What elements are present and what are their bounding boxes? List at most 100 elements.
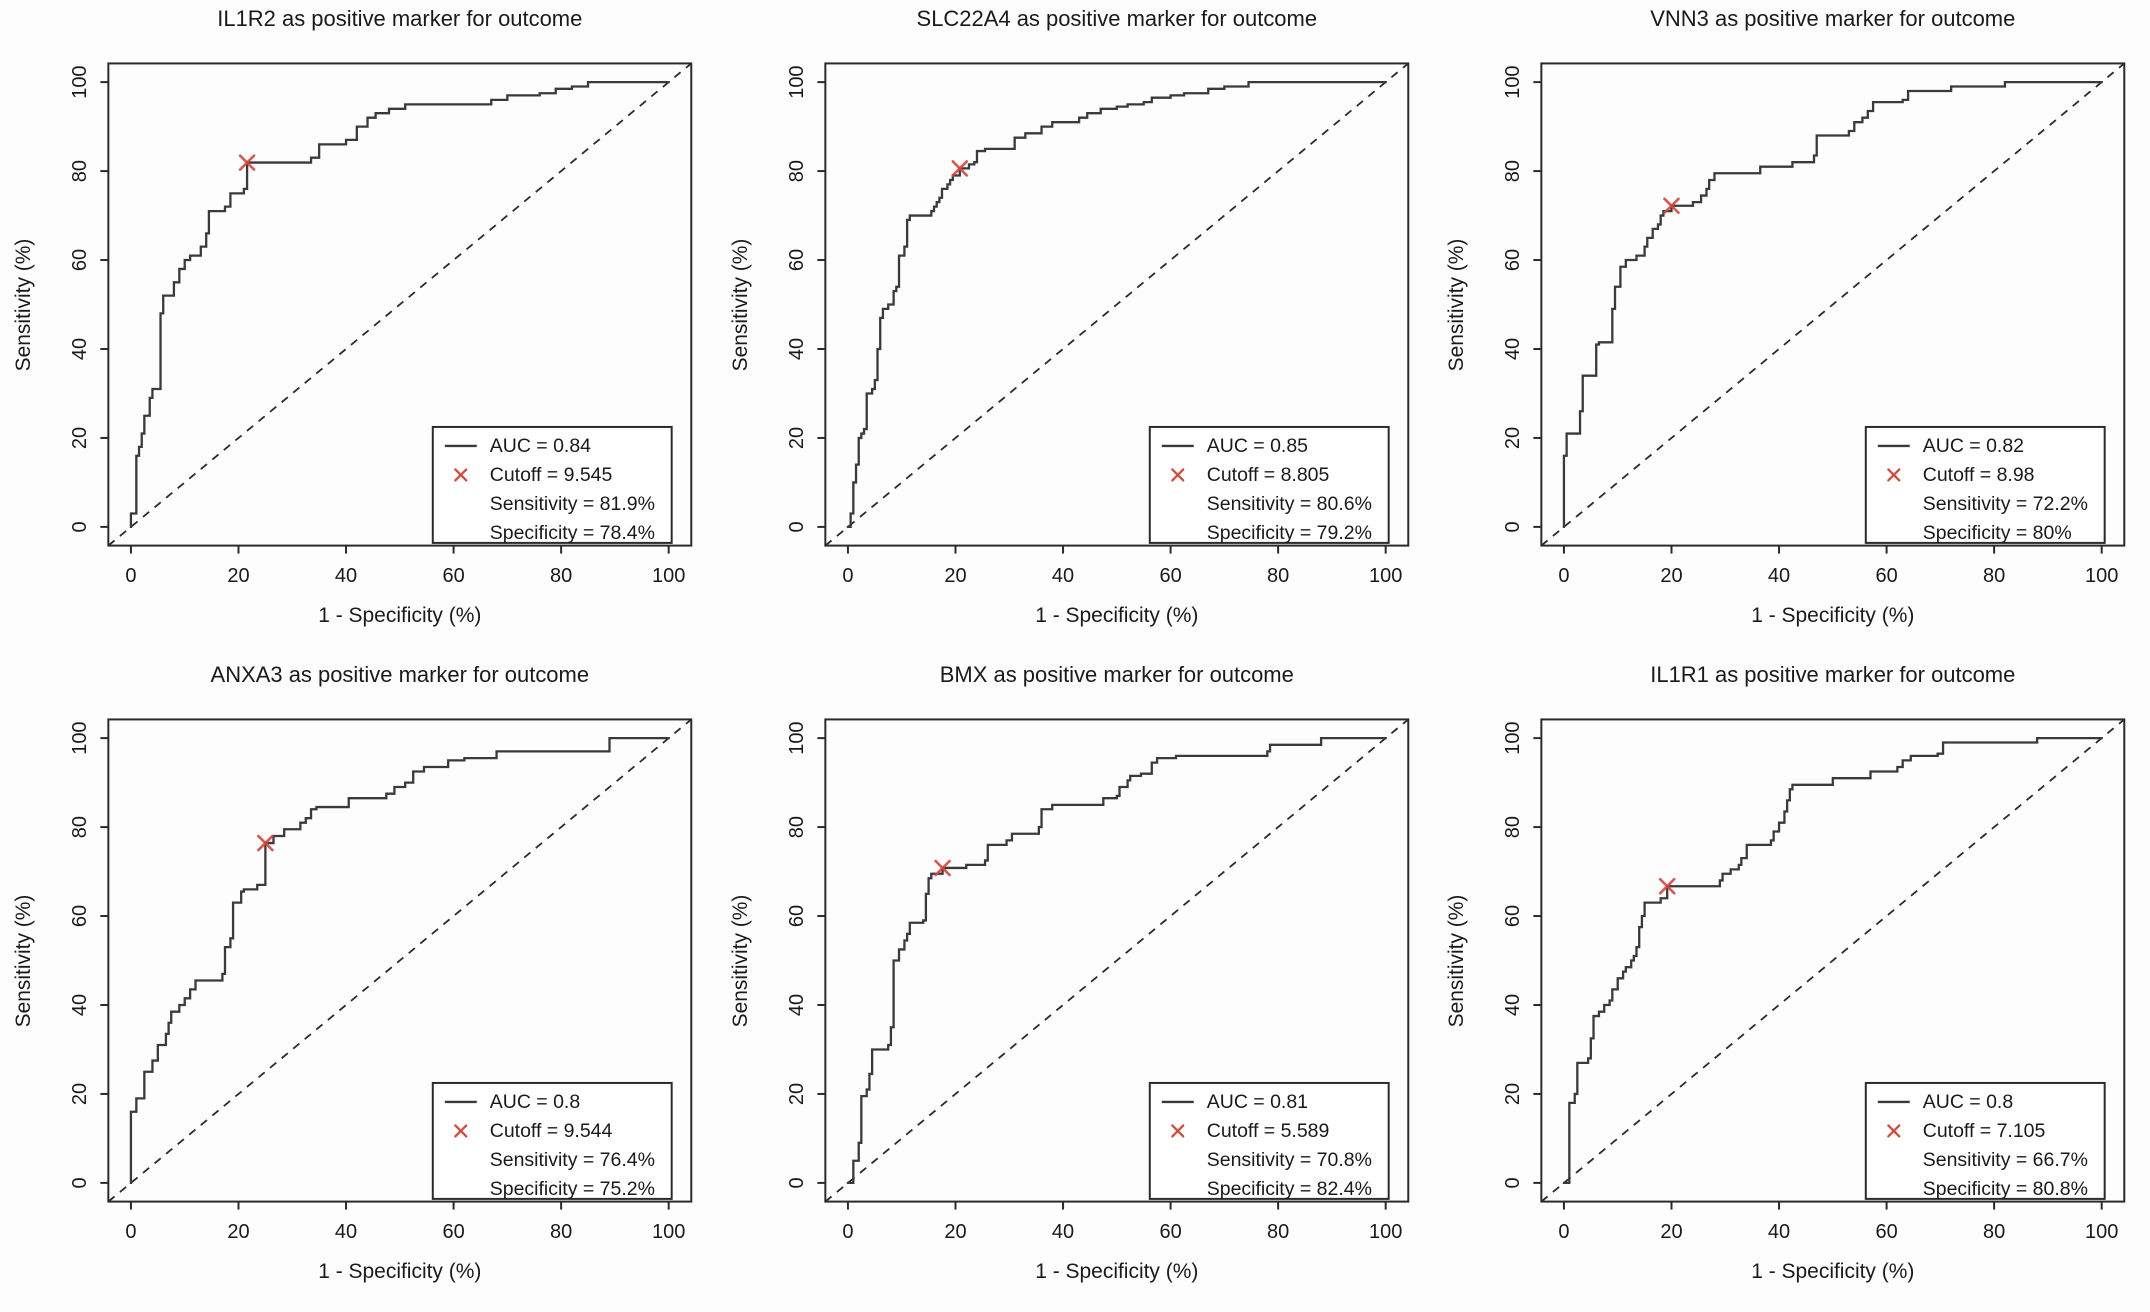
x-tick-label: 40 [1052, 565, 1074, 587]
legend-text-line: Specificity = 75.2% [490, 1178, 655, 1200]
y-tick-label: 60 [69, 905, 91, 927]
y-tick-label: 0 [1502, 1177, 1524, 1188]
legend-text-line: Specificity = 82.4% [1206, 1178, 1371, 1200]
legend-text-line: Specificity = 80.8% [1923, 1178, 2088, 1200]
legend-cutoff-x-icon [1170, 468, 1185, 482]
y-axis-label: Sensitivity (%) [1445, 895, 1468, 1028]
x-tick-label: 60 [1876, 565, 1898, 587]
legend-text-line: Specificity = 80% [1923, 522, 2072, 544]
roc-curve-line [1563, 736, 2104, 1185]
chance-diagonal-line [824, 718, 1409, 1203]
legend-text-line: Cutoff = 8.805 [1206, 464, 1329, 486]
x-tick-label: 40 [1052, 1221, 1074, 1243]
x-tick-label: 80 [550, 565, 572, 587]
x-tick-label: 80 [1267, 1221, 1289, 1243]
y-tick-label: 0 [786, 1177, 808, 1188]
chance-diagonal-line [1541, 62, 2126, 547]
x-tick-label: 100 [2085, 565, 2118, 587]
chance-diagonal-line [1541, 718, 2126, 1203]
legend-cutoff-x-icon [1170, 1124, 1185, 1138]
y-axis-label: Sensitivity (%) [729, 239, 752, 372]
x-tick-label: 0 [842, 565, 853, 587]
x-tick-label: 60 [1876, 1221, 1898, 1243]
y-tick-label: 20 [786, 1083, 808, 1105]
y-tick-label: 20 [69, 1083, 91, 1105]
x-tick-label: 100 [1369, 1221, 1402, 1243]
plot-box [824, 718, 1409, 1203]
roc-plot-svg: BMX as positive marker for outcome 0 0 20 20… [729, 662, 1409, 1283]
x-tick-label: 100 [1369, 565, 1402, 587]
roc-panel: ANXA3 as positive marker for outcome 0 0 20… [0, 656, 717, 1312]
legend-text-line: Sensitivity = 66.7% [1923, 1149, 2088, 1171]
y-tick-label: 80 [69, 160, 91, 182]
roc-panel: VNN3 as positive marker for outcome 0 0 20 2… [1433, 0, 2150, 656]
legend-text-line: Cutoff = 5.589 [1206, 1120, 1329, 1142]
x-axis-label: 1 - Specificity (%) [1035, 604, 1198, 627]
x-tick-label: 40 [335, 565, 357, 587]
legend-x-stroke [1170, 468, 1185, 482]
x-tick-label: 20 [1661, 565, 1683, 587]
x-tick-label: 40 [335, 1221, 357, 1243]
legend-x-stroke [454, 1124, 468, 1138]
plot-box [107, 62, 693, 547]
cutoff-x-marker [238, 154, 256, 171]
cutoff-x-marker [257, 834, 274, 852]
x-tick-label: 60 [1159, 565, 1181, 587]
x-tick-label: 40 [1768, 1221, 1790, 1243]
legend-text-line: Sensitivity = 76.4% [490, 1149, 655, 1171]
legend-x-stroke [1170, 1124, 1185, 1138]
y-tick-label: 20 [786, 427, 808, 449]
cutoff-x-stroke [238, 154, 256, 171]
x-tick-label: 20 [227, 1221, 249, 1243]
x-tick-label: 60 [442, 565, 464, 587]
chance-diagonal-line [107, 62, 692, 547]
y-tick-label: 60 [786, 249, 808, 271]
x-tick-label: 0 [1559, 565, 1570, 587]
x-axis-label: 1 - Specificity (%) [318, 1260, 481, 1283]
x-tick-label: 20 [944, 565, 966, 587]
y-tick-label: 0 [69, 521, 91, 532]
y-tick-label: 100 [786, 65, 808, 98]
plot-box [1540, 62, 2126, 547]
y-tick-label: 60 [1502, 905, 1524, 927]
y-tick-label: 40 [786, 338, 808, 360]
legend-text-line: AUC = 0.84 [490, 435, 591, 457]
x-tick-label: 60 [442, 1221, 464, 1243]
chart-title: SLC22A4 as positive marker for outcome [916, 6, 1317, 31]
cutoff-x-stroke [1659, 877, 1676, 895]
legend-text-line: Specificity = 78.4% [490, 522, 655, 544]
y-axis-label: Sensitivity (%) [1445, 239, 1468, 372]
cutoff-x-marker [933, 859, 951, 877]
x-tick-label: 0 [125, 565, 136, 587]
roc-curve-line [846, 736, 1387, 1185]
y-tick-label: 40 [786, 994, 808, 1016]
x-tick-label: 100 [652, 1221, 685, 1243]
chart-title: VNN3 as positive marker for outcome [1651, 6, 2016, 31]
y-tick-label: 20 [69, 427, 91, 449]
plot-box [107, 718, 693, 1203]
cutoff-x-stroke [257, 834, 274, 852]
legend-text-line: AUC = 0.8 [490, 1091, 580, 1113]
y-tick-label: 0 [786, 521, 808, 532]
roc-curve-line [846, 80, 1387, 529]
legend-text-line: Cutoff = 9.544 [490, 1120, 613, 1142]
x-tick-label: 80 [550, 1221, 572, 1243]
roc-panel: SLC22A4 as positive marker for outcome 0 0… [717, 0, 1434, 656]
y-tick-label: 0 [69, 1177, 91, 1188]
legend-text-line: Sensitivity = 70.8% [1206, 1149, 1371, 1171]
chance-diagonal-line [824, 62, 1409, 547]
x-axis-label: 1 - Specificity (%) [318, 604, 481, 627]
y-tick-label: 80 [786, 160, 808, 182]
legend-text-line: Cutoff = 8.98 [1923, 464, 2035, 486]
x-tick-label: 80 [1983, 565, 2005, 587]
legend-x-stroke [1887, 468, 1901, 482]
legend-text-line: AUC = 0.82 [1923, 435, 2024, 457]
cutoff-x-marker [951, 160, 968, 177]
y-tick-label: 80 [69, 816, 91, 838]
y-axis-label: Sensitivity (%) [729, 895, 752, 1028]
x-tick-label: 20 [227, 565, 249, 587]
roc-curve-line [129, 80, 670, 529]
roc-plot-svg: ANXA3 as positive marker for outcome 0 0 20… [12, 662, 693, 1283]
plot-box [824, 62, 1409, 547]
y-tick-label: 80 [1502, 160, 1524, 182]
